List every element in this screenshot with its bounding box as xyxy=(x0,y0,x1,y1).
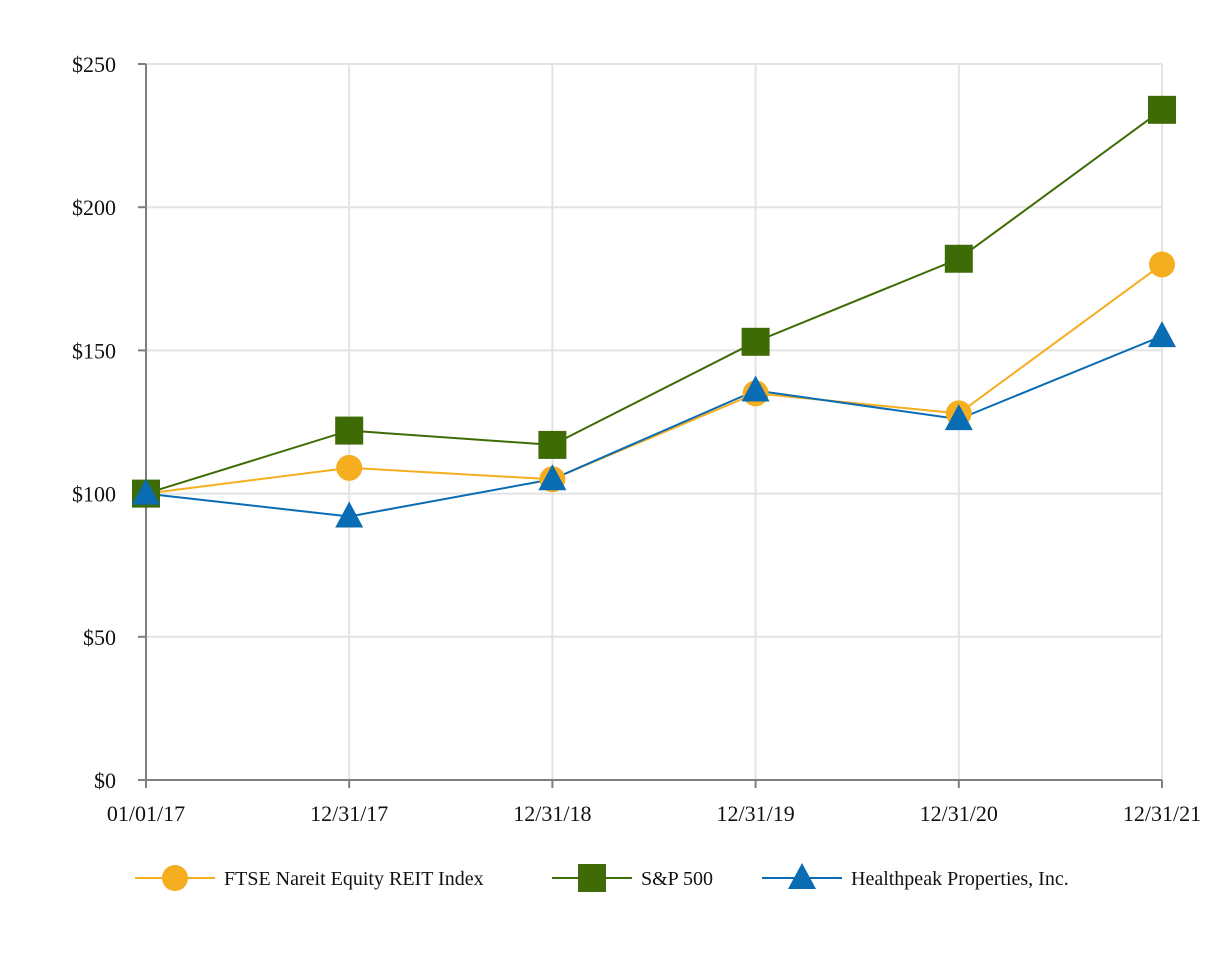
y-axis-tick-labels: $0 $50 $100 $150 $200 $250 xyxy=(72,52,116,793)
y-tick-label: $200 xyxy=(72,195,116,220)
legend-item: Healthpeak Properties, Inc. xyxy=(762,863,1069,890)
x-tick-label: 12/31/19 xyxy=(716,801,794,826)
data-point-square xyxy=(741,327,770,356)
x-tick-label: 12/31/18 xyxy=(513,801,591,826)
legend: FTSE Nareit Equity REIT Index S&P 500 Heal… xyxy=(135,863,1069,892)
x-tick-label: 12/31/21 xyxy=(1123,801,1201,826)
data-point-triangle xyxy=(538,464,567,491)
legend-item: FTSE Nareit Equity REIT Index xyxy=(135,865,484,891)
y-tick-label: $0 xyxy=(94,768,116,793)
axes xyxy=(145,64,1162,781)
data-point-triangle xyxy=(1148,321,1176,348)
series-line-square xyxy=(145,109,1163,495)
series-markers xyxy=(132,95,1176,528)
x-tick-label: 12/31/20 xyxy=(920,801,998,826)
data-point-triangle xyxy=(335,501,364,528)
data-point-square xyxy=(1148,95,1176,124)
legend-label: Healthpeak Properties, Inc. xyxy=(851,868,1069,890)
data-point-square xyxy=(944,244,973,273)
legend-label: FTSE Nareit Equity REIT Index xyxy=(224,868,484,890)
series-line-circle xyxy=(145,263,1163,495)
series-line-triangle xyxy=(145,335,1163,518)
x-tick-label: 12/31/17 xyxy=(310,801,388,826)
data-point-triangle xyxy=(741,375,770,402)
series-lines xyxy=(145,109,1163,518)
legend-marker-triangle xyxy=(788,863,816,889)
y-tick-label: $100 xyxy=(72,482,116,507)
data-point-circle xyxy=(336,454,363,481)
x-tick-label: 01/01/17 xyxy=(107,801,185,826)
legend-marker-square xyxy=(578,864,606,892)
y-tick-label: $250 xyxy=(72,52,116,77)
data-point-square xyxy=(538,430,567,459)
gridlines xyxy=(138,63,1163,788)
legend-marker-circle xyxy=(162,865,188,891)
data-point-circle xyxy=(1149,251,1175,278)
y-tick-label: $50 xyxy=(83,625,116,650)
x-axis-tick-labels: 01/01/17 12/31/17 12/31/18 12/31/19 12/31/20… xyxy=(107,801,1201,826)
data-point-square xyxy=(335,416,364,445)
y-tick-label: $150 xyxy=(72,338,116,363)
data-point-triangle xyxy=(944,404,973,431)
legend-item: S&P 500 xyxy=(552,864,713,892)
legend-label: S&P 500 xyxy=(641,868,713,890)
data-point-triangle xyxy=(132,478,160,505)
